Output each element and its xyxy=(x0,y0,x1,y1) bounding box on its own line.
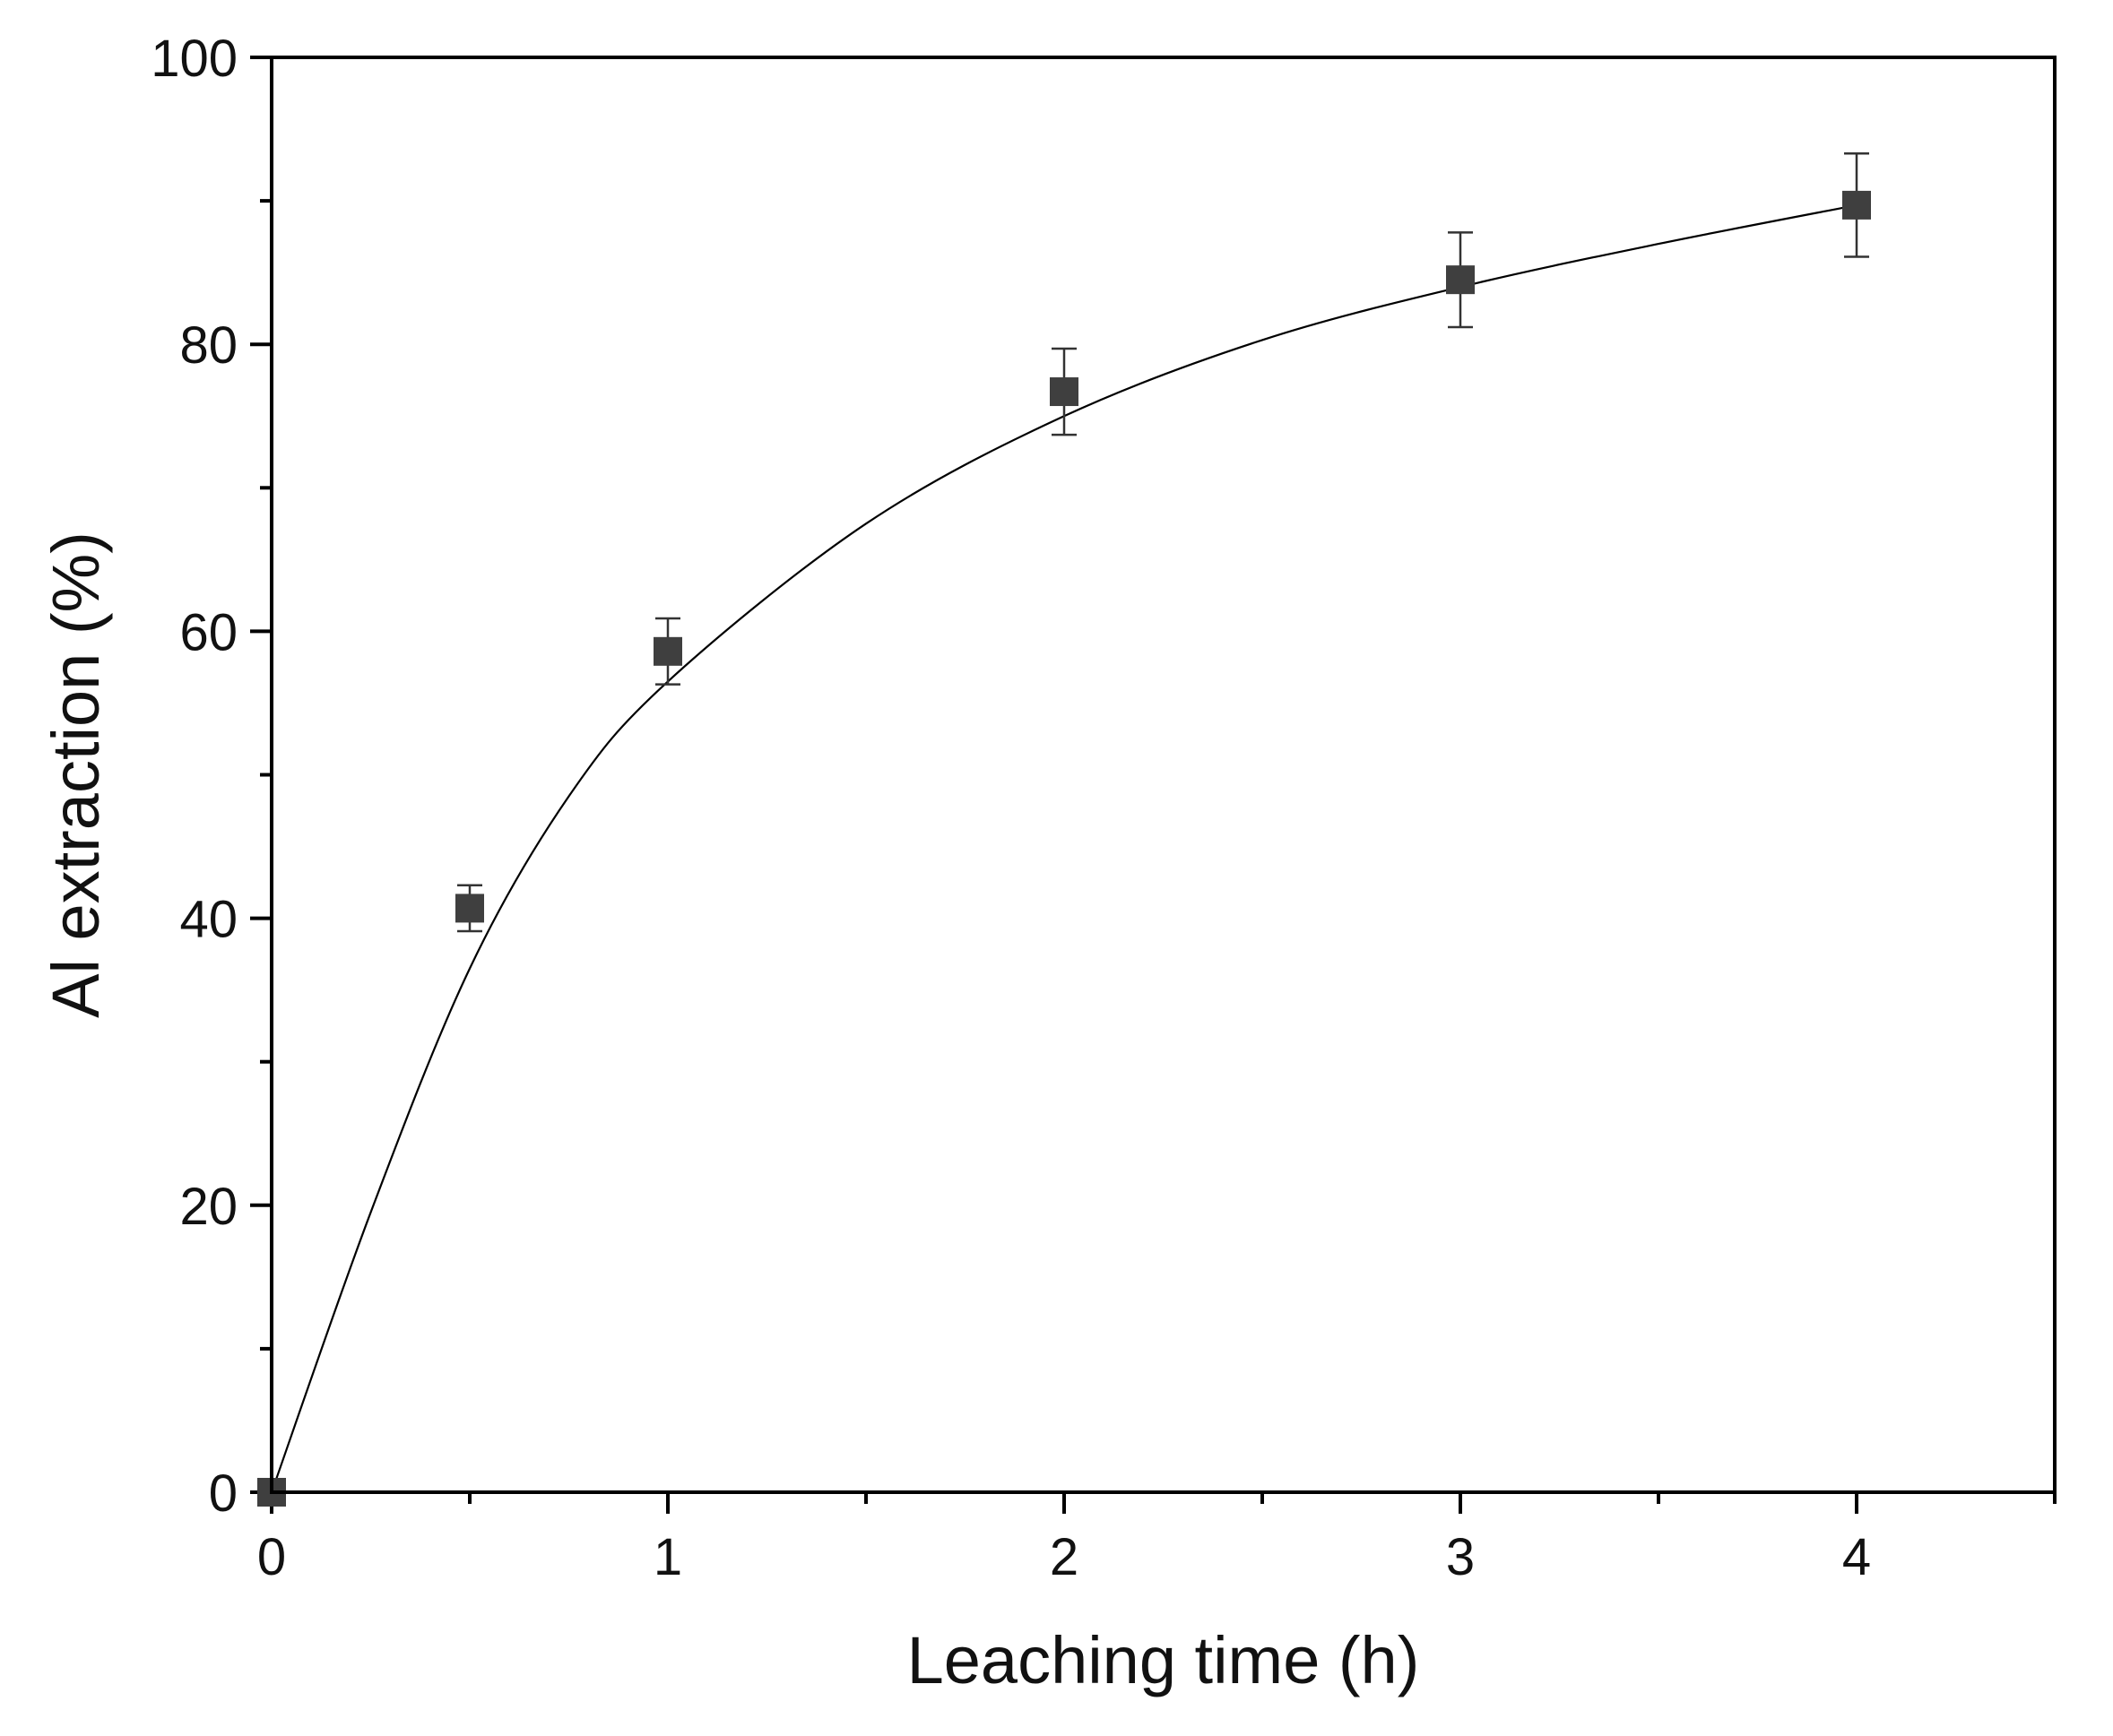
x-tick-label: 2 xyxy=(1050,1528,1078,1586)
fit-curve-layer xyxy=(270,203,1858,1493)
plot-frame xyxy=(270,56,2057,1494)
y-tick-label: 80 xyxy=(179,316,238,375)
data-points-layer xyxy=(257,190,1871,1507)
fit-curve xyxy=(270,203,1858,1493)
error-bars-layer xyxy=(457,152,1869,933)
y-tick-label: 100 xyxy=(151,30,238,88)
x-tick-label: 0 xyxy=(257,1528,286,1586)
x-tick-label: 1 xyxy=(654,1528,682,1586)
x-axis-label: Leaching time (h) xyxy=(907,1623,1420,1697)
data-point xyxy=(1050,377,1078,407)
y-tick-label: 20 xyxy=(179,1178,238,1236)
y-tick-label: 40 xyxy=(179,891,238,949)
data-point xyxy=(654,636,682,666)
data-point xyxy=(455,894,484,923)
ticks-layer xyxy=(250,56,2057,1514)
y-axis-label: Al extraction (%) xyxy=(39,531,113,1018)
y-tick-label: 0 xyxy=(209,1464,238,1523)
y-tick-label: 60 xyxy=(179,603,238,661)
x-tick-label: 4 xyxy=(1842,1528,1871,1586)
data-point xyxy=(1446,265,1475,295)
data-point xyxy=(1842,190,1871,220)
x-tick-label: 3 xyxy=(1446,1528,1475,1586)
